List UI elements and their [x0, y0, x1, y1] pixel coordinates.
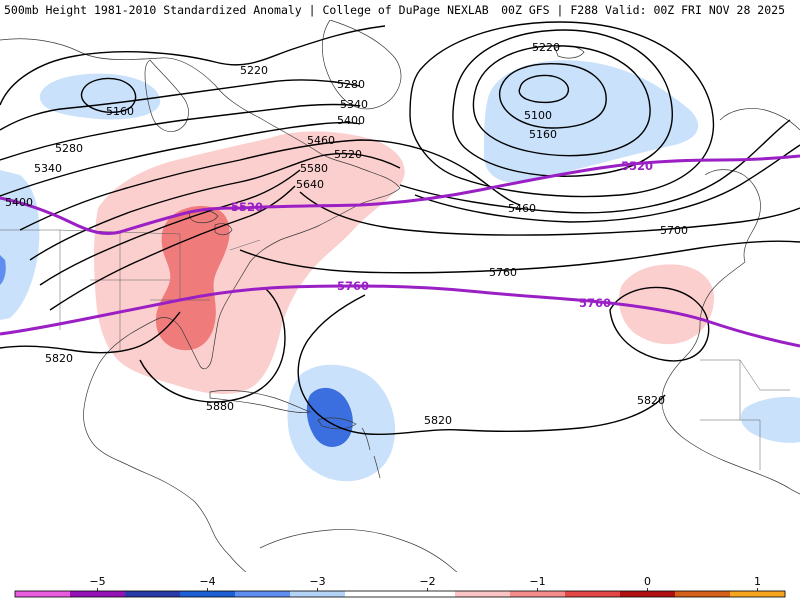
- contour-label: 5460: [508, 202, 536, 215]
- reference-contour-label: 5760: [579, 296, 611, 310]
- contour-5820-east: [609, 286, 710, 362]
- contour-label: 5340: [340, 98, 368, 111]
- negative-anomaly-west-edge-core: [0, 255, 6, 285]
- contour-label: 5160: [106, 105, 134, 118]
- reference-contour-label: 5760: [337, 279, 369, 293]
- anomaly-shading: [0, 60, 800, 482]
- contour-label: 5520: [334, 148, 362, 161]
- contour-5160-west-low: [80, 77, 137, 113]
- contour-5340-west: [0, 103, 361, 161]
- contour-5820-west: [0, 311, 181, 354]
- contour-label: 5580: [300, 162, 328, 175]
- colorbar-tick-label: −4: [199, 575, 215, 588]
- contour-label: 5280: [337, 78, 365, 91]
- reference-contour-5760: [0, 284, 800, 348]
- colorbar-tick-label: −3: [309, 575, 325, 588]
- reference-contours: [0, 154, 800, 348]
- coastline-africa: [661, 261, 800, 495]
- contour-5280-west: [0, 79, 361, 131]
- reference-contour-5520: [0, 154, 800, 236]
- contour-label: 5700: [660, 224, 688, 237]
- contour-5160-east: [499, 63, 607, 129]
- contour-label: 5100: [524, 109, 552, 122]
- contour-label: 5220: [240, 64, 268, 77]
- contour-5880: [139, 287, 286, 403]
- positive-anomaly-africa: [618, 264, 714, 345]
- contour-label: 5820: [424, 414, 452, 427]
- negative-anomaly-east: [740, 396, 800, 443]
- contour-label: 5760: [489, 266, 517, 279]
- contour-5820-central: [297, 294, 666, 436]
- colorbar-segment: [620, 591, 676, 597]
- contour-label: 5220: [532, 41, 560, 54]
- coastline-europe: [704, 108, 800, 263]
- contour-label: 5400: [5, 196, 33, 209]
- contour-5400-east: [399, 119, 791, 214]
- contour-labels: 5220 5280 5340 5400 5460 5520 5580 5640 …: [5, 41, 688, 427]
- contour-5520: [29, 152, 401, 261]
- coastline-hudson-bay: [144, 59, 189, 132]
- colorbar-segment: [510, 591, 566, 597]
- contour-5400-west: [0, 121, 361, 197]
- map-title: 500mb Height 1981-2010 Standardized Anom…: [4, 3, 489, 17]
- colorbar-tick-label: −5: [89, 575, 105, 588]
- contour-5220-east: [472, 45, 651, 157]
- contour-5460: [19, 139, 521, 231]
- coastline-antilles: [361, 427, 381, 479]
- colorbar-tick-label: −1: [529, 575, 545, 588]
- contour-label: 5820: [45, 352, 73, 365]
- colorbar-segment: [180, 591, 236, 597]
- contour-5100-east-low: [518, 74, 570, 104]
- height-contours: [0, 21, 800, 436]
- colorbar-segment: [290, 591, 346, 597]
- contour-5700-north: [299, 191, 800, 236]
- negative-anomaly-north-atlantic: [484, 60, 699, 183]
- coastline-greenland: [321, 19, 402, 110]
- contour-5580: [39, 169, 301, 286]
- negative-anomaly-west-edge: [0, 170, 40, 320]
- colorbar-segment: [675, 591, 731, 597]
- reference-contour-label: 5520: [231, 200, 263, 214]
- colorbar-tick-label: 1: [754, 575, 761, 588]
- positive-anomaly-southeast-core: [155, 205, 230, 351]
- colorbar-segment: [125, 591, 181, 597]
- negative-anomaly-caribbean-core: [306, 387, 353, 447]
- coastline-north-america: [0, 38, 401, 583]
- colorbar-segment: [15, 591, 71, 597]
- coastline-hispaniola: [317, 417, 357, 430]
- colorbar-segment: [345, 591, 401, 597]
- colorbar-segment: [400, 591, 456, 597]
- colorbar-segment: [455, 591, 511, 597]
- contour-5340-east: [409, 21, 715, 198]
- contour-label: 5340: [34, 162, 62, 175]
- contour-label: 5400: [337, 114, 365, 127]
- contour-label: 5640: [296, 178, 324, 191]
- contour-5760: [239, 240, 800, 274]
- contour-label: 5880: [206, 400, 234, 413]
- colorbar: [14, 590, 786, 598]
- model-run-info: 00Z GFS | F288 Valid: 00Z FRI NOV 28 202…: [501, 3, 785, 17]
- contour-5280-east: [452, 29, 673, 177]
- contour-5220-west: [0, 25, 386, 106]
- contour-label: 5460: [307, 134, 335, 147]
- colorbar-segment: [565, 591, 621, 597]
- colorbar-tick-label: 0: [644, 575, 651, 588]
- reference-contour-label: 5520: [621, 159, 653, 173]
- colorbar-segment: [70, 591, 126, 597]
- contour-label: 5820: [637, 394, 665, 407]
- colorbar-segment: [235, 591, 291, 597]
- colorbar-tick-label: −2: [419, 575, 435, 588]
- contour-5460-east: [414, 144, 800, 223]
- header-bar: [0, 0, 800, 20]
- colorbar-segment: [730, 591, 786, 597]
- contour-label: 5160: [529, 128, 557, 141]
- contour-label: 5280: [55, 142, 83, 155]
- colorbar-outline: [14, 590, 786, 598]
